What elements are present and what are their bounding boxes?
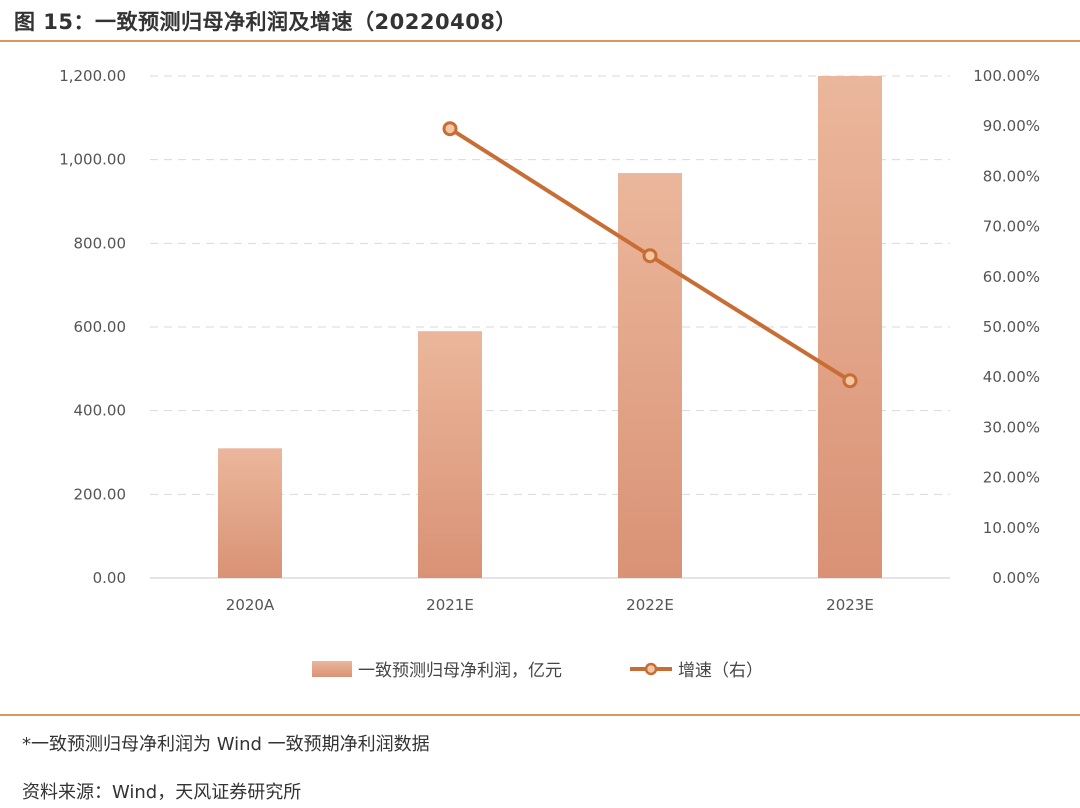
left-tick-label: 800.00 [74, 234, 127, 252]
legend: 一致预测归母净利润，亿元 增速（右） [312, 661, 763, 681]
growth-point-2023E [842, 373, 858, 389]
bar-series [218, 76, 882, 578]
right-tick-label: 40.00% [983, 368, 1040, 386]
right-tick-label: 100.00% [973, 67, 1040, 85]
x-tick-label: 2021E [426, 596, 474, 614]
bar-2021E [418, 331, 482, 578]
left-axis-ticks: 0.00 200.00 400.00 600.00 800.00 1,000.00 1,20… [59, 67, 126, 587]
bar-2020A [218, 448, 282, 578]
legend-bar-swatch [312, 661, 352, 677]
x-tick-label: 2022E [626, 596, 674, 614]
bar-2022E [618, 173, 682, 578]
right-tick-label: 0.00% [992, 569, 1040, 587]
footer-divider [0, 714, 1080, 716]
x-axis-ticks: 2020A 2021E 2022E 2023E [226, 596, 874, 614]
combo-chart: 0.00 200.00 400.00 600.00 800.00 1,000.00 1,20… [59, 67, 1040, 681]
right-tick-label: 10.00% [983, 519, 1040, 537]
right-tick-label: 60.00% [983, 268, 1040, 286]
left-tick-label: 400.00 [74, 402, 127, 420]
x-tick-label: 2023E [826, 596, 874, 614]
line-series [442, 121, 858, 389]
legend-line-marker [644, 662, 658, 676]
title-divider [0, 40, 1080, 42]
growth-point-2022E [642, 248, 658, 264]
right-tick-label: 90.00% [983, 117, 1040, 135]
source-note: 资料来源：Wind，天风证券研究所 [22, 782, 302, 803]
right-axis-ticks: 0.00% 10.00% 20.00% 30.00% 40.00% 50.00% 60.00… [973, 67, 1040, 587]
left-tick-label: 600.00 [74, 318, 127, 336]
legend-line-label: 增速（右） [678, 661, 763, 681]
chart-title: 图 15：一致预测归母净利润及增速（20220408） [14, 10, 517, 34]
x-tick-label: 2020A [226, 596, 275, 614]
footnote: *一致预测归母净利润为 Wind 一致预期净利润数据 [22, 734, 430, 755]
right-tick-label: 80.00% [983, 167, 1040, 185]
bar-2023E [818, 76, 882, 578]
left-tick-label: 1,200.00 [59, 67, 126, 85]
right-tick-label: 50.00% [983, 318, 1040, 336]
left-tick-label: 0.00 [93, 569, 126, 587]
left-tick-label: 1,000.00 [59, 151, 126, 169]
growth-point-2021E [442, 121, 458, 137]
right-tick-label: 30.00% [983, 418, 1040, 436]
gridlines [150, 75, 950, 579]
right-tick-label: 20.00% [983, 469, 1040, 487]
right-tick-label: 70.00% [983, 218, 1040, 236]
legend-bar-label: 一致预测归母净利润，亿元 [358, 661, 562, 681]
left-tick-label: 200.00 [74, 485, 127, 503]
